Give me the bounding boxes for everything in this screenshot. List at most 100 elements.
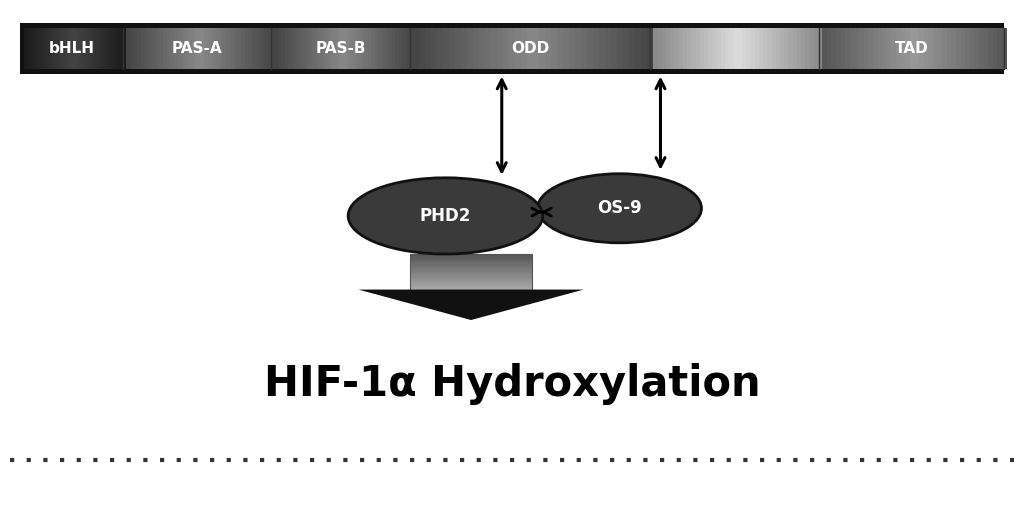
Bar xyxy=(695,28,699,69)
Bar xyxy=(410,269,532,271)
Bar xyxy=(312,28,316,69)
Bar xyxy=(793,28,797,69)
Bar xyxy=(72,28,75,69)
Bar xyxy=(709,28,713,69)
Bar xyxy=(410,275,532,276)
Bar xyxy=(208,28,211,69)
Bar xyxy=(289,28,292,69)
Bar xyxy=(410,282,532,283)
Bar xyxy=(160,28,163,69)
Bar xyxy=(119,28,121,69)
Bar xyxy=(372,28,375,69)
Bar xyxy=(68,28,70,69)
Bar xyxy=(868,28,872,69)
Bar xyxy=(29,28,31,69)
Bar xyxy=(455,28,461,69)
Bar xyxy=(229,28,233,69)
Bar xyxy=(305,28,309,69)
Bar xyxy=(85,28,87,69)
Bar xyxy=(24,28,27,69)
Bar xyxy=(249,28,252,69)
Bar xyxy=(683,28,687,69)
Bar xyxy=(113,28,116,69)
Bar xyxy=(333,28,337,69)
Bar xyxy=(810,28,814,69)
Ellipse shape xyxy=(538,174,701,243)
Bar xyxy=(116,28,119,69)
Bar xyxy=(204,28,208,69)
Bar xyxy=(836,28,841,69)
Bar xyxy=(57,28,59,69)
Bar xyxy=(997,28,1001,69)
Bar xyxy=(65,28,68,69)
Bar xyxy=(1001,28,1007,69)
Bar xyxy=(901,28,905,69)
Bar xyxy=(410,262,532,264)
Bar xyxy=(909,28,914,69)
Bar xyxy=(61,28,65,69)
Bar xyxy=(344,28,347,69)
Bar xyxy=(410,273,532,274)
Bar xyxy=(746,28,751,69)
Bar xyxy=(767,28,772,69)
Bar xyxy=(319,28,323,69)
Bar xyxy=(337,28,340,69)
Bar xyxy=(679,28,683,69)
Bar xyxy=(233,28,238,69)
Bar xyxy=(201,28,204,69)
Bar xyxy=(295,28,299,69)
Bar xyxy=(170,28,174,69)
Bar xyxy=(410,281,532,282)
Bar xyxy=(635,28,641,69)
Bar xyxy=(44,28,47,69)
Bar xyxy=(31,28,34,69)
Text: PAS-A: PAS-A xyxy=(172,41,222,56)
Bar xyxy=(238,28,241,69)
Bar xyxy=(392,28,395,69)
Bar xyxy=(410,286,532,287)
Bar xyxy=(924,28,928,69)
Bar xyxy=(406,28,410,69)
Bar xyxy=(846,28,850,69)
Text: ODD: ODD xyxy=(511,41,549,56)
Bar xyxy=(759,28,763,69)
Bar xyxy=(442,28,449,69)
Bar xyxy=(527,28,532,69)
Bar xyxy=(80,28,82,69)
Bar xyxy=(965,28,970,69)
Bar xyxy=(806,28,810,69)
Bar xyxy=(51,28,54,69)
Bar xyxy=(245,28,249,69)
Bar xyxy=(956,28,961,69)
Bar xyxy=(327,28,330,69)
Bar xyxy=(49,28,51,69)
Bar xyxy=(801,28,806,69)
Bar xyxy=(883,28,887,69)
Bar xyxy=(167,28,170,69)
Bar xyxy=(563,28,569,69)
Bar xyxy=(226,28,229,69)
Bar xyxy=(41,28,44,69)
Bar xyxy=(410,279,532,280)
Bar xyxy=(130,28,133,69)
Bar xyxy=(624,28,629,69)
Text: TAD: TAD xyxy=(895,41,928,56)
Bar xyxy=(388,28,392,69)
Bar xyxy=(784,28,788,69)
Bar xyxy=(575,28,582,69)
Bar xyxy=(850,28,854,69)
Bar xyxy=(755,28,759,69)
Bar xyxy=(211,28,215,69)
Bar xyxy=(105,28,109,69)
Bar xyxy=(111,28,113,69)
Bar xyxy=(729,28,733,69)
Bar xyxy=(721,28,725,69)
Bar xyxy=(410,265,532,266)
Bar xyxy=(725,28,729,69)
Bar xyxy=(742,28,746,69)
Text: PHD2: PHD2 xyxy=(420,207,471,225)
Bar xyxy=(539,28,545,69)
Bar xyxy=(509,28,515,69)
Bar xyxy=(733,28,737,69)
Bar xyxy=(887,28,891,69)
